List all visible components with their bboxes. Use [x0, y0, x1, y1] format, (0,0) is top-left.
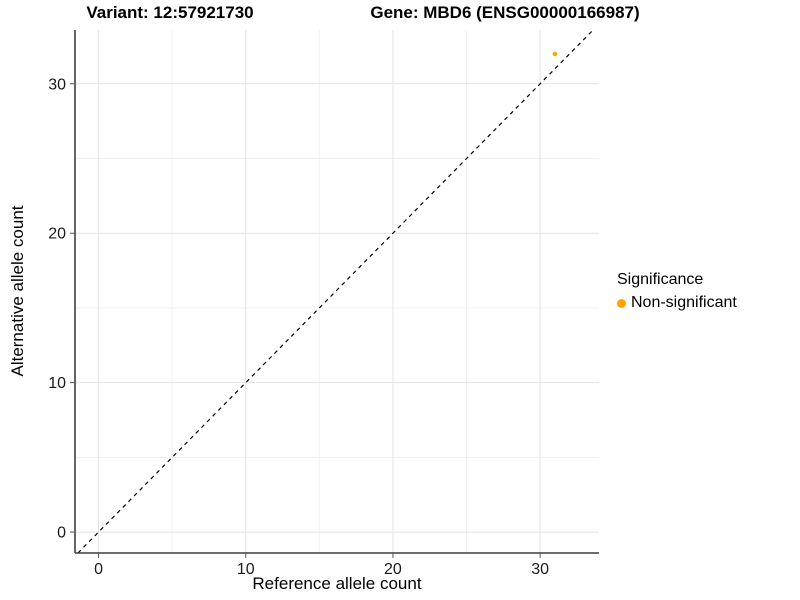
y-tick-label: 30 — [48, 76, 66, 93]
x-axis-title: Reference allele count — [252, 574, 422, 593]
y-axis-title: Alternative allele count — [8, 205, 27, 377]
x-tick-label: 20 — [384, 561, 402, 578]
x-tick-label: 10 — [237, 561, 255, 578]
gene-title: Gene: MBD6 (ENSG00000166987) — [370, 3, 640, 22]
data-point — [552, 51, 558, 57]
legend: Significance Non-significant — [617, 271, 737, 312]
legend-item-label: Non-significant — [631, 294, 737, 311]
legend-point-icon — [617, 298, 626, 308]
x-tick-label: 0 — [94, 561, 103, 578]
x-tick-label: 30 — [531, 561, 549, 578]
y-tick-label: 20 — [48, 226, 66, 243]
variant-title: Variant: 12:57921730 — [86, 3, 254, 22]
identity-line — [77, 29, 594, 554]
y-tick-label: 10 — [48, 375, 66, 392]
legend-title: Significance — [617, 271, 704, 288]
legend-item: Non-significant — [617, 294, 737, 312]
y-tick-label: 0 — [57, 525, 66, 542]
